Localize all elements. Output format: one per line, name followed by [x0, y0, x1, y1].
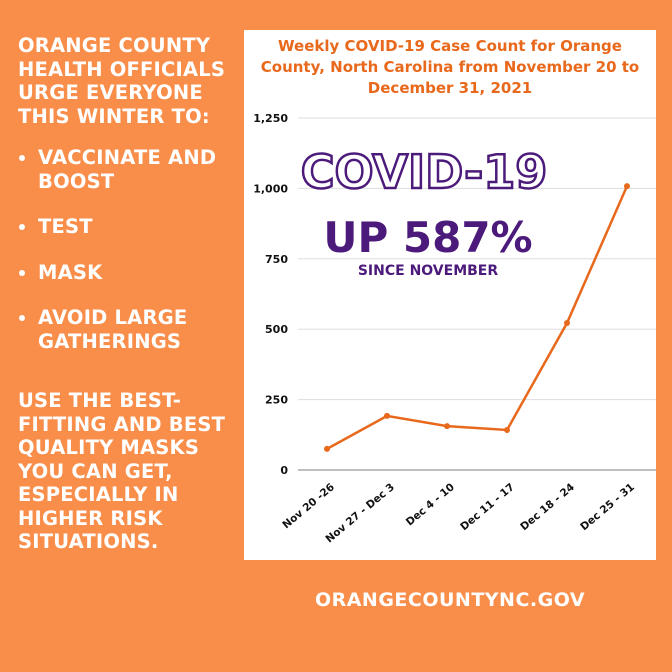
action-item: TEST: [38, 215, 238, 239]
website-link[interactable]: ORANGECOUNTYNC.GOV: [314, 589, 586, 611]
series-line: [326, 185, 629, 450]
y-tick-label: 500: [265, 323, 288, 336]
y-tick-label: 1,000: [253, 182, 288, 195]
mask-tip: USE THE BEST-FITTING AND BEST QUALITY MA…: [18, 389, 226, 553]
y-tick-label: 750: [265, 253, 288, 266]
data-point: [384, 412, 390, 419]
y-tick-label: 250: [265, 394, 288, 407]
y-tick-label: 1,250: [253, 112, 288, 125]
y-tick-label: 0: [280, 464, 288, 477]
action-item: MASK: [38, 261, 238, 285]
since-november-label: SINCE NOVEMBER: [358, 263, 499, 279]
data-point: [624, 183, 630, 190]
left-panel: ORANGE COUNTY HEALTH OFFICIALS URGE EVER…: [18, 34, 238, 554]
percent-increase: UP 587%: [323, 213, 532, 262]
x-tick-label: Nov 20 -26: [280, 481, 337, 531]
action-item: AVOID LARGE GATHERINGS: [38, 306, 238, 353]
chart-title: Weekly COVID-19 Case Count for Orange Co…: [260, 37, 640, 97]
x-tick-label: Dec 11 - 17: [458, 481, 517, 533]
x-tick-label: Dec 18 - 24: [518, 481, 577, 533]
chart-card: Weekly COVID-19 Case Count for Orange Co…: [244, 30, 656, 560]
heading: ORANGE COUNTY HEALTH OFFICIALS URGE EVER…: [18, 34, 226, 128]
action-list: VACCINATE AND BOOST TEST MASK AVOID LARG…: [18, 146, 238, 353]
data-point: [504, 427, 510, 434]
data-point: [564, 320, 570, 327]
x-tick-label: Dec 25 - 31: [578, 481, 637, 533]
data-point: [444, 423, 450, 430]
covid-headline: COVID-19: [301, 145, 548, 199]
action-item: VACCINATE AND BOOST: [38, 146, 238, 193]
x-tick-label: Dec 4 - 10: [404, 481, 457, 528]
data-point: [324, 445, 330, 452]
